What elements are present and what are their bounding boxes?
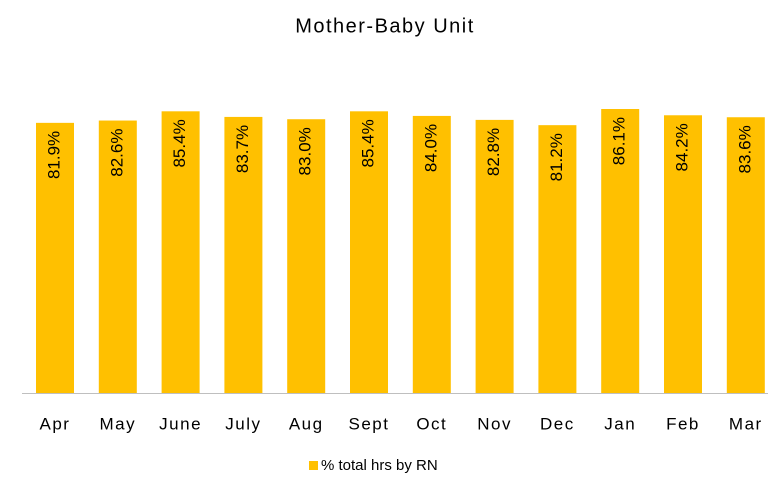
bar	[601, 109, 640, 393]
bar	[161, 111, 200, 393]
x-tick-label: Dec	[540, 414, 575, 433]
bar	[36, 122, 74, 393]
x-tick-label: Aug	[289, 414, 324, 433]
bar	[664, 115, 702, 394]
legend-swatch	[309, 461, 318, 470]
x-tick-label: Apr	[40, 414, 71, 433]
legend-label: % total hrs by RN	[321, 457, 438, 474]
bar	[412, 115, 451, 394]
bar	[98, 120, 137, 394]
bar	[726, 117, 765, 394]
x-tick-label: Mar	[729, 414, 763, 433]
x-tick-label: July	[225, 414, 261, 433]
data-label: 82.8%	[484, 128, 503, 176]
data-label: 81.2%	[547, 133, 566, 181]
data-label: 85.4%	[170, 119, 189, 167]
data-label: 83.0%	[296, 127, 315, 175]
data-label: 83.6%	[735, 125, 754, 173]
data-label: 82.6%	[107, 129, 126, 177]
data-label: 83.7%	[233, 125, 252, 173]
x-tick-label: Feb	[666, 414, 700, 433]
data-label: 81.9%	[44, 131, 63, 179]
bar	[350, 111, 388, 393]
data-label: 86.1%	[610, 117, 629, 165]
x-tick-label: Oct	[416, 414, 447, 433]
x-tick-label: Jan	[604, 414, 636, 433]
bar	[475, 119, 514, 394]
bar	[224, 116, 263, 393]
data-label: 84.0%	[421, 124, 440, 172]
data-label: 85.4%	[358, 119, 377, 167]
x-tick-label: May	[99, 414, 136, 433]
data-label: 84.2%	[672, 123, 691, 171]
chart-title: Mother-Baby Unit	[295, 15, 475, 37]
x-tick-label: Nov	[477, 414, 512, 433]
bar	[287, 119, 326, 394]
bar	[538, 125, 577, 394]
x-tick-label: June	[159, 414, 202, 433]
x-tick-label: Sept	[349, 414, 390, 433]
